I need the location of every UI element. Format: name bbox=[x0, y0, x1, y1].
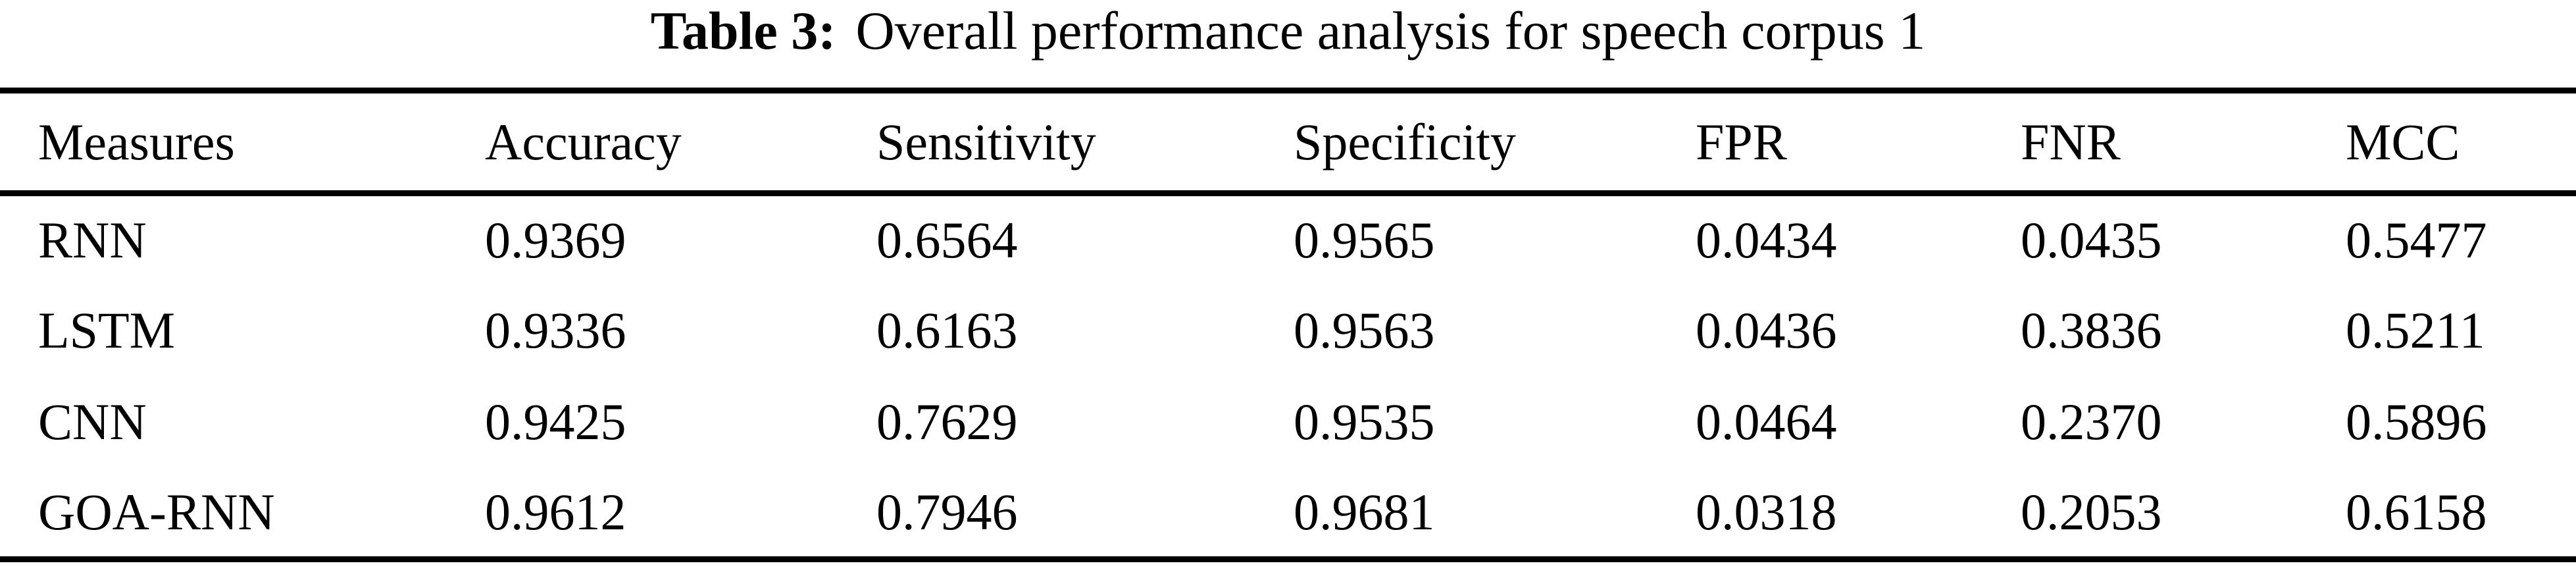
cell-cnn-accuracy: 0.9425 bbox=[485, 393, 626, 450]
cell-cnn-fpr: 0.0464 bbox=[1696, 393, 1837, 450]
row-label-goa-rnn: GOA-RNN bbox=[38, 483, 275, 540]
column-header-accuracy: Accuracy bbox=[447, 90, 838, 196]
cell-rnn-fpr: 0.0434 bbox=[1696, 211, 1837, 269]
caption-label: Table 3: bbox=[650, 1, 836, 61]
row-label-lstm: LSTM bbox=[38, 302, 176, 359]
cell-cnn-fnr: 0.2370 bbox=[2021, 393, 2162, 450]
cell-lstm-fpr: 0.0436 bbox=[1696, 302, 1837, 359]
cell-lstm-specificity: 0.9563 bbox=[1294, 302, 1435, 359]
cell-goa-rnn-accuracy: 0.9612 bbox=[485, 483, 626, 540]
cell-rnn-accuracy: 0.9369 bbox=[485, 211, 626, 269]
cell-rnn-sensitivity: 0.6564 bbox=[876, 211, 1018, 269]
cell-cnn-sensitivity: 0.7629 bbox=[876, 393, 1018, 450]
table-caption: Table 3: Overall performance analysis fo… bbox=[0, 0, 2576, 88]
column-header-fpr: FPR bbox=[1657, 90, 1983, 196]
column-header-measures: Measures bbox=[0, 90, 447, 196]
cell-lstm-sensitivity: 0.6163 bbox=[876, 302, 1018, 359]
table-row-cnn: CNN 0.9425 0.7629 0.9535 0.0464 0.2370 0… bbox=[0, 377, 2576, 468]
column-header-mcc: MCC bbox=[2308, 90, 2576, 196]
row-label-cnn: CNN bbox=[38, 393, 147, 450]
table-row-goa-rnn: GOA-RNN 0.9612 0.7946 0.9681 0.0318 0.20… bbox=[0, 468, 2576, 560]
column-header-specificity: Specificity bbox=[1255, 90, 1657, 196]
cell-cnn-mcc: 0.5896 bbox=[2346, 393, 2487, 450]
cell-rnn-fnr: 0.0435 bbox=[2021, 211, 2162, 269]
column-header-fnr: FNR bbox=[1983, 90, 2308, 196]
performance-table: Measures Accuracy Sensitivity Specificit… bbox=[0, 88, 2576, 562]
cell-goa-rnn-mcc: 0.6158 bbox=[2346, 483, 2487, 540]
cell-lstm-mcc: 0.5211 bbox=[2346, 302, 2485, 359]
column-header-sensitivity: Sensitivity bbox=[838, 90, 1255, 196]
cell-lstm-accuracy: 0.9336 bbox=[485, 302, 626, 359]
cell-goa-rnn-fpr: 0.0318 bbox=[1696, 483, 1837, 540]
cell-lstm-fnr: 0.3836 bbox=[2021, 302, 2162, 359]
row-label-rnn: RNN bbox=[38, 211, 147, 269]
cell-rnn-mcc: 0.5477 bbox=[2346, 211, 2487, 269]
cell-cnn-specificity: 0.9535 bbox=[1294, 393, 1435, 450]
cell-goa-rnn-sensitivity: 0.7946 bbox=[876, 483, 1018, 540]
table-row-rnn: RNN 0.9369 0.6564 0.9565 0.0434 0.0435 0… bbox=[0, 194, 2576, 285]
table-row-lstm: LSTM 0.9336 0.6163 0.9563 0.0436 0.3836 … bbox=[0, 285, 2576, 377]
cell-goa-rnn-specificity: 0.9681 bbox=[1294, 483, 1435, 540]
caption-text: Overall performance analysis for speech … bbox=[855, 1, 1926, 61]
header-row: Measures Accuracy Sensitivity Specificit… bbox=[0, 90, 2576, 196]
cell-goa-rnn-fnr: 0.2053 bbox=[2021, 483, 2162, 540]
cell-rnn-specificity: 0.9565 bbox=[1294, 211, 1435, 269]
